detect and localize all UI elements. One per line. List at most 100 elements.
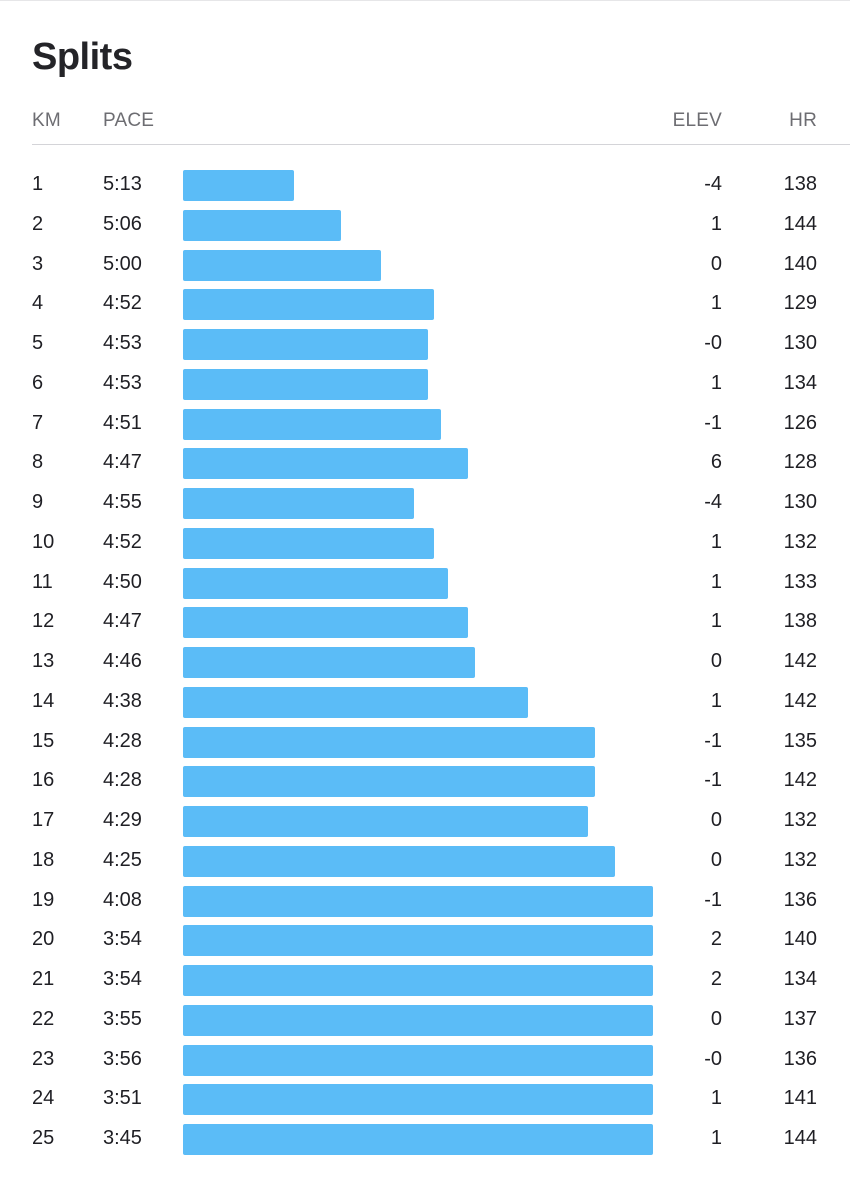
split-pace: 3:55 [103, 1007, 142, 1030]
split-elevation: -1 [704, 729, 722, 752]
split-elevation: -1 [704, 411, 722, 434]
split-pace: 3:54 [103, 928, 142, 951]
split-pace: 4:55 [103, 491, 142, 513]
split-elevation: 1 [710, 1087, 722, 1110]
split-row: 19 4:08 -1 136 [0, 881, 850, 921]
pace-bar [183, 925, 653, 957]
split-heart-rate: 136 [783, 1047, 817, 1070]
split-km: 4 [32, 292, 44, 315]
split-heart-rate: 140 [783, 252, 817, 275]
column-header-hr: HR [789, 110, 817, 131]
split-heart-rate: 130 [783, 332, 817, 354]
split-row: 17 4:29 0 132 [0, 801, 850, 841]
split-elevation: 1 [710, 570, 722, 593]
pace-bar [183, 1044, 653, 1076]
split-km: 1 [32, 173, 44, 195]
split-heart-rate: 144 [783, 1127, 817, 1149]
pace-bar [183, 885, 653, 917]
split-heart-rate: 138 [783, 610, 817, 633]
pace-bar [183, 209, 341, 241]
pace-bar [183, 289, 435, 321]
pace-bar [183, 965, 653, 996]
split-heart-rate: 137 [783, 1007, 817, 1030]
split-row: 13 4:46 0 142 [0, 642, 850, 682]
split-heart-rate: 144 [783, 212, 817, 235]
split-heart-rate: 128 [783, 451, 817, 474]
split-row: 7 4:51 -1 126 [0, 404, 850, 444]
split-row: 10 4:52 1 132 [0, 523, 850, 563]
split-row: 11 4:50 1 133 [0, 563, 850, 603]
pace-bar [183, 1084, 653, 1116]
split-pace: 4:52 [103, 530, 142, 553]
pace-bar [183, 170, 294, 201]
split-km: 9 [32, 491, 44, 513]
split-heart-rate: 135 [783, 729, 817, 752]
split-row: 9 4:55 -4 130 [0, 483, 850, 523]
split-pace: 3:54 [103, 968, 142, 990]
split-elevation: -4 [704, 491, 722, 513]
split-heart-rate: 142 [783, 769, 817, 792]
split-heart-rate: 142 [783, 650, 817, 672]
split-km: 15 [32, 729, 55, 752]
split-elevation: 1 [710, 371, 722, 394]
split-row: 5 4:53 -0 130 [0, 324, 850, 364]
split-elevation: 1 [710, 212, 722, 235]
split-heart-rate: 132 [783, 530, 817, 553]
split-pace: 4:51 [103, 411, 142, 434]
split-km: 21 [32, 968, 55, 990]
column-header-elev: ELEV [672, 110, 722, 131]
split-pace: 5:00 [103, 252, 142, 275]
header-divider [32, 144, 850, 145]
split-row: 14 4:38 1 142 [0, 682, 850, 722]
split-pace: 4:50 [103, 570, 142, 593]
split-heart-rate: 140 [783, 928, 817, 951]
split-row: 3 5:00 0 140 [0, 245, 850, 285]
pace-bar [183, 1004, 653, 1036]
pace-bar [183, 488, 415, 519]
pace-bar [183, 249, 381, 281]
split-pace: 4:25 [103, 848, 142, 871]
split-km: 6 [32, 371, 44, 394]
split-elevation: -4 [704, 173, 722, 195]
split-row: 2 5:06 1 144 [0, 205, 850, 245]
split-pace: 5:13 [103, 173, 142, 195]
split-km: 23 [32, 1047, 55, 1070]
pace-bar [183, 766, 596, 798]
split-heart-rate: 130 [783, 491, 817, 513]
split-elevation: 6 [710, 451, 722, 474]
split-pace: 4:47 [103, 451, 142, 474]
split-km: 12 [32, 610, 55, 633]
split-pace: 4:28 [103, 729, 142, 752]
pace-bar [183, 368, 428, 400]
split-km: 2 [32, 212, 44, 235]
pace-bar [183, 408, 442, 440]
split-heart-rate: 129 [783, 292, 817, 315]
split-pace: 4:28 [103, 769, 142, 792]
splits-list: 1 5:13 -4 138 2 5:06 1 144 3 5:00 0 140 4 4:52 1 129 5 4:… [0, 165, 850, 1159]
split-km: 16 [32, 769, 55, 792]
pace-bar [183, 527, 435, 559]
split-km: 17 [32, 809, 55, 831]
pace-bar [183, 607, 468, 639]
split-row: 25 3:45 1 144 [0, 1119, 850, 1159]
split-elevation: 1 [710, 292, 722, 315]
split-pace: 5:06 [103, 212, 142, 235]
top-border [0, 0, 850, 1]
split-row: 6 4:53 1 134 [0, 364, 850, 404]
pace-bar [183, 647, 475, 678]
split-elevation: 1 [710, 530, 722, 553]
split-elevation: 2 [710, 968, 722, 990]
pace-bar [183, 806, 589, 837]
split-row: 8 4:47 6 128 [0, 443, 850, 483]
split-km: 18 [32, 848, 55, 871]
split-heart-rate: 141 [783, 1087, 817, 1110]
split-km: 13 [32, 650, 55, 672]
split-row: 23 3:56 -0 136 [0, 1040, 850, 1080]
pace-bar [183, 567, 448, 599]
split-km: 10 [32, 530, 55, 553]
split-heart-rate: 142 [783, 689, 817, 712]
split-km: 24 [32, 1087, 55, 1110]
split-km: 19 [32, 888, 55, 911]
split-row: 20 3:54 2 140 [0, 920, 850, 960]
split-heart-rate: 138 [783, 173, 817, 195]
